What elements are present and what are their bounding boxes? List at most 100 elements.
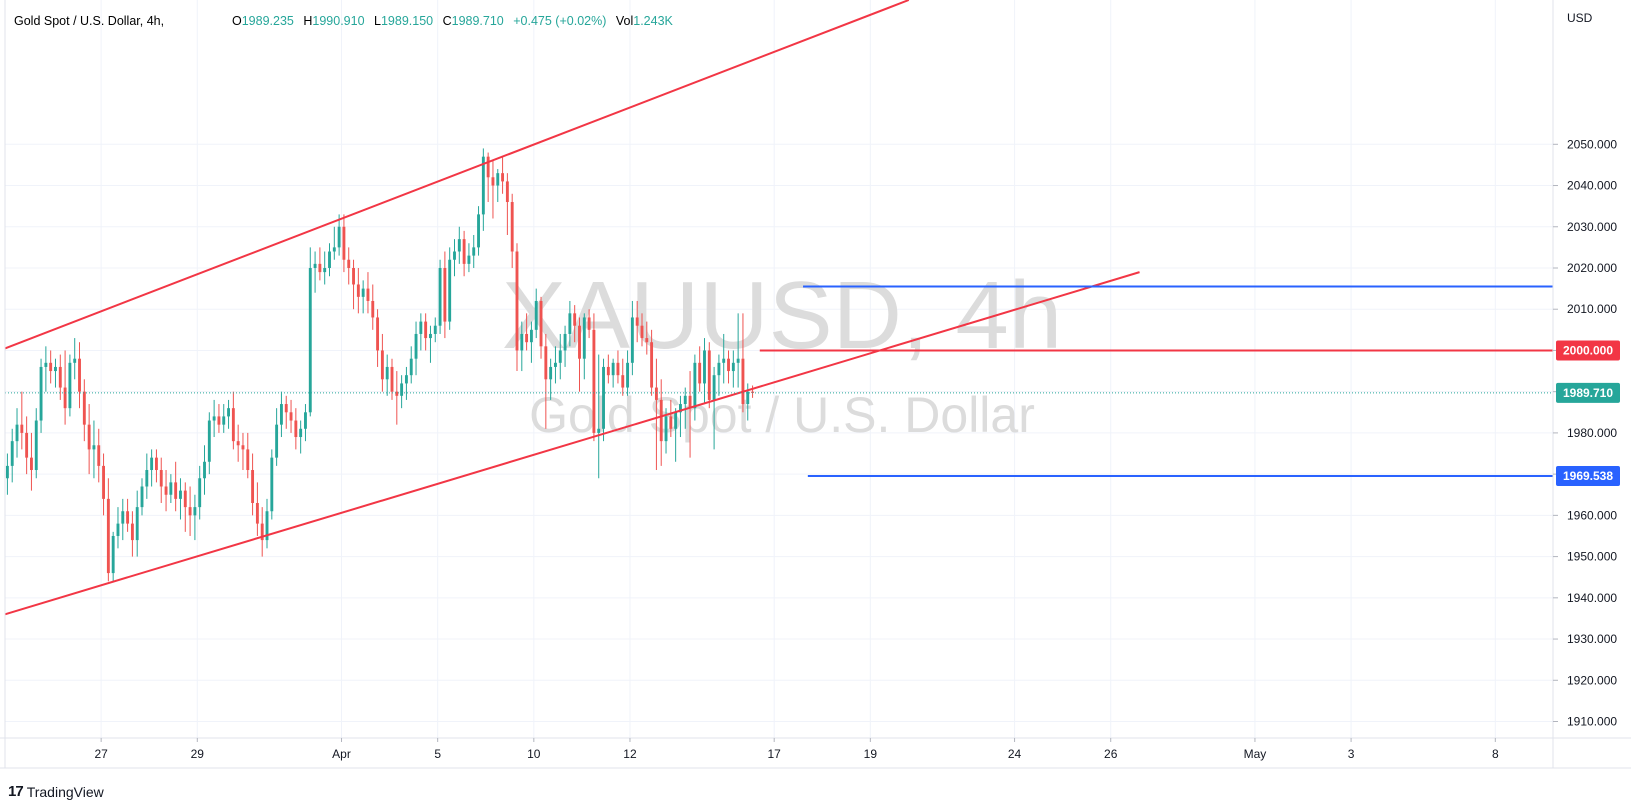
candle-body (520, 333, 524, 351)
candle-body (477, 214, 480, 248)
candle-body (188, 507, 192, 516)
trend-line (4, 0, 910, 350)
y-tick-label: 1980.000 (1567, 426, 1617, 440)
x-tick-label: 3 (1348, 747, 1355, 761)
candle-body (529, 329, 533, 343)
candle-body (371, 300, 375, 318)
candle-body (154, 457, 158, 471)
candle-body (630, 317, 634, 363)
candle-body (82, 391, 86, 425)
candle-body (491, 177, 495, 186)
candle-body (563, 333, 567, 351)
legend: Gold Spot / U.S. Dollar, 4h, O1989.235 H… (14, 14, 674, 28)
candle-body (645, 338, 649, 343)
drawings[interactable] (4, 0, 1553, 616)
candle-body (150, 457, 154, 471)
y-tick-label: 2050.000 (1567, 137, 1617, 151)
y-tick-label: 1910.000 (1567, 715, 1617, 729)
candle-body (515, 251, 519, 351)
candle-body (68, 362, 72, 409)
candle-body (554, 362, 557, 367)
candle-body (318, 263, 322, 273)
candles (5, 148, 755, 582)
trend-line (4, 271, 1140, 616)
candle-body (198, 478, 202, 508)
x-tick-label: 27 (94, 747, 108, 761)
candle-body (539, 300, 543, 347)
candle-body (746, 391, 750, 405)
brand[interactable]: 17 TradingView (8, 783, 104, 800)
volume-label: Vol (616, 14, 633, 28)
low-label: L (374, 14, 381, 28)
y-tick-label: 2040.000 (1567, 179, 1617, 193)
y-tick-label: 1930.000 (1567, 632, 1617, 646)
low-value: 1989.150 (381, 14, 433, 28)
candle-body (453, 251, 456, 260)
candle-body (294, 420, 298, 438)
candle-body (496, 173, 500, 186)
y-tick-label: 2010.000 (1567, 302, 1617, 316)
candle-body (308, 267, 312, 413)
candle-body (481, 156, 485, 215)
candle-body (241, 445, 245, 450)
y-tick-label: 1920.000 (1567, 673, 1617, 687)
candle-body (58, 366, 62, 388)
candle-body (722, 358, 726, 363)
candle-body (260, 523, 264, 541)
candle-body (289, 412, 293, 421)
candle-body (736, 358, 740, 363)
change-value: +0.475 (+0.02%) (513, 14, 606, 28)
candle-body (395, 391, 399, 396)
candle-body (63, 387, 67, 409)
watermark-name: Gold Spot / U.S. Dollar (529, 387, 1035, 443)
candle-body (361, 288, 365, 297)
candle-body (222, 416, 226, 425)
candle-body (534, 300, 538, 330)
candle-body (650, 342, 654, 388)
time-axis[interactable]: 27 29 Apr 5 10 12 17 19 24 26 May 3 8 (94, 738, 1499, 761)
candle-body (578, 325, 581, 359)
volume-value: 1.243K (633, 14, 673, 28)
candle-body (332, 247, 336, 252)
candle-body (597, 428, 601, 433)
candle-body (44, 362, 48, 367)
candle-body (717, 362, 721, 376)
candle-body (505, 181, 509, 203)
candle-body (5, 465, 9, 479)
current-price-tag: 1989.710 (1563, 386, 1613, 400)
candle-body (587, 317, 591, 330)
x-tick-label: 17 (768, 747, 782, 761)
candle-body (140, 486, 144, 508)
grid (5, 0, 1553, 738)
close-value: 1989.710 (452, 14, 504, 28)
candle-body (275, 424, 279, 458)
candle-body (419, 321, 423, 334)
candle-body (424, 321, 428, 339)
candle-body (707, 350, 711, 400)
high-label: H (303, 14, 312, 28)
candle-body (169, 482, 173, 495)
candle-body (616, 362, 620, 376)
candle-body (236, 441, 240, 446)
candle-body (227, 408, 230, 417)
candle-body (102, 465, 105, 499)
candle-body (443, 267, 447, 322)
candle-body (568, 313, 572, 334)
candle-body (207, 420, 211, 462)
y-tick-label: 1940.000 (1567, 591, 1617, 605)
x-tick-label: 19 (864, 747, 878, 761)
candle-body (409, 358, 413, 376)
candle-body (279, 404, 283, 425)
candle-body (544, 346, 548, 380)
candle-body (164, 486, 168, 495)
candle-body (183, 490, 187, 508)
candle-body (669, 416, 673, 429)
price-axis[interactable]: 1910.000 1920.000 1930.000 1940.000 1950.000… (1553, 137, 1617, 729)
candle-body (328, 251, 331, 268)
candle-body (751, 391, 755, 393)
candle-body (727, 358, 730, 372)
candle-body (20, 424, 24, 433)
candle-body (693, 362, 697, 409)
candle-body (299, 428, 303, 438)
